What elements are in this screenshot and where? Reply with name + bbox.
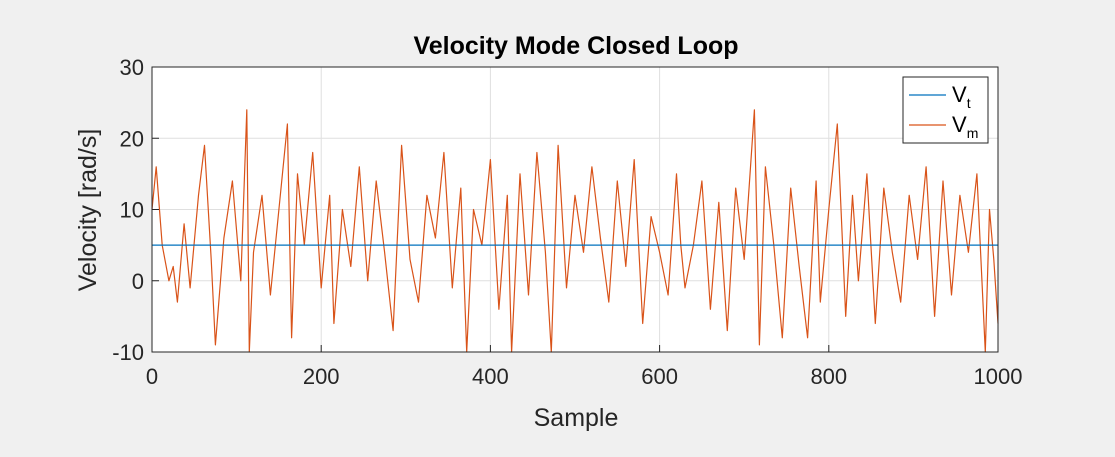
x-axis-label: Sample	[534, 404, 619, 432]
legend-box	[902, 76, 989, 144]
legend-label-vt: Vt	[952, 82, 971, 111]
y-tick-label: 10	[120, 198, 144, 223]
y-tick-label: -10	[112, 340, 144, 365]
x-tick-label: 600	[641, 364, 678, 389]
x-tick-label: 0	[146, 364, 158, 389]
x-tick-label: 1000	[974, 364, 1023, 389]
legend: Vt Vm	[902, 76, 989, 144]
chart-title: Velocity Mode Closed Loop	[413, 32, 738, 60]
x-tick-label: 200	[303, 364, 340, 389]
legend-label-vm: Vm	[952, 112, 978, 141]
series-line-vm	[151, 109, 999, 353]
x-tick-label: 400	[472, 364, 509, 389]
x-tick-label: 800	[810, 364, 847, 389]
y-tick-label: 20	[120, 126, 144, 151]
y-tick-label: 0	[132, 269, 144, 294]
y-tick-label: 30	[120, 55, 144, 80]
y-axis-label: Velocity [rad/s]	[74, 129, 102, 292]
series-layer	[151, 109, 999, 353]
